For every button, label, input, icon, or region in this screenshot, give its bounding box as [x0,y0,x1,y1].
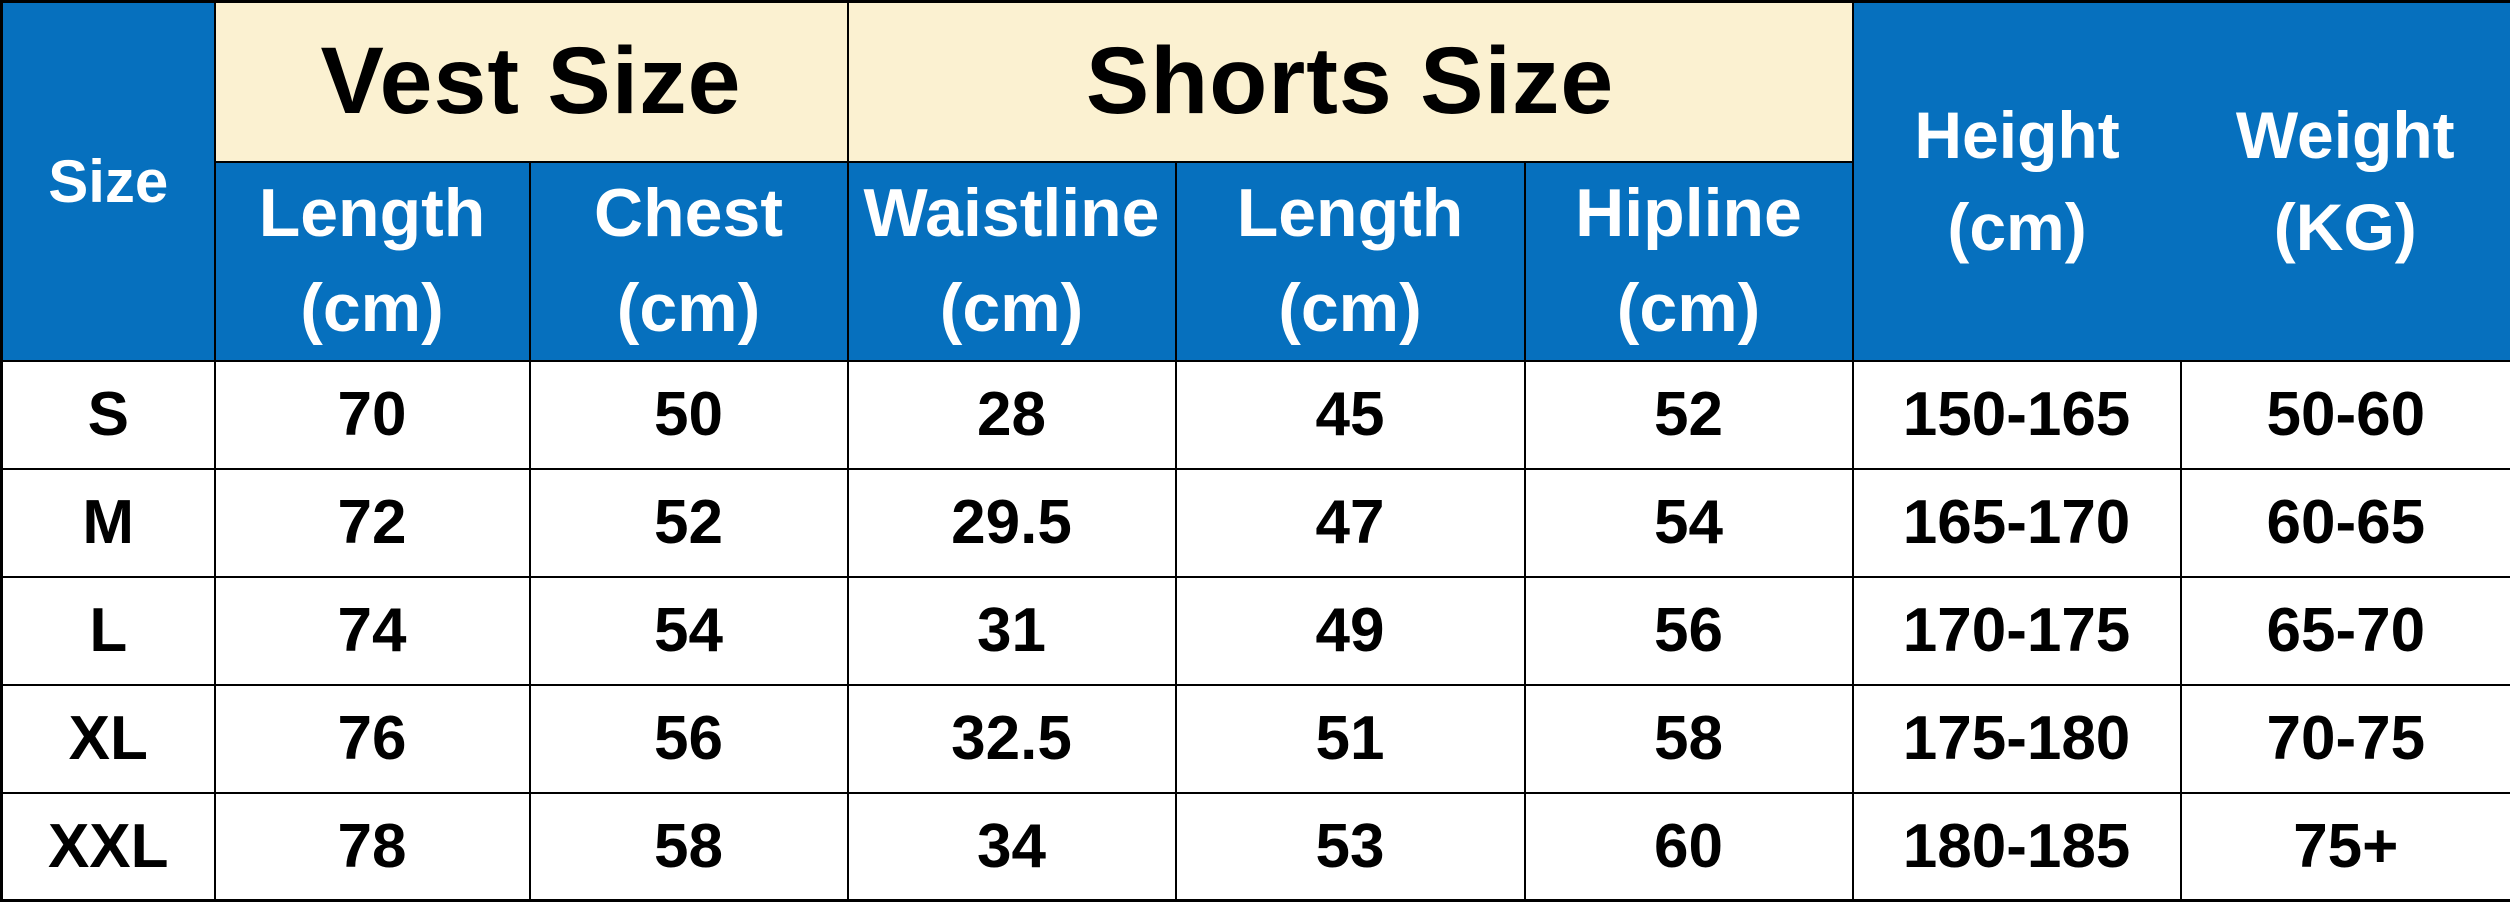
col-header-weight-unit: (KG) [2181,181,2510,273]
cell-hipline: 58 [1525,685,1853,793]
col-header-chest-label: Chest [531,166,847,261]
cell-height: 175-180 [1853,685,2181,793]
cell-shorts-length: 45 [1176,361,1525,469]
col-header-height: Height (cm) [1853,2,2181,361]
col-header-weight-label: Weight [2181,89,2510,181]
cell-chest: 52 [530,469,848,577]
row-size-label: S [2,361,215,469]
table-row-m: M 72 52 29.5 47 54 165-170 60-65 [2,469,2510,577]
table-row-xl: XL 76 56 32.5 51 58 175-180 70-75 [2,685,2510,793]
cell-vest-length: 74 [215,577,530,685]
cell-chest: 50 [530,361,848,469]
cell-height: 165-170 [1853,469,2181,577]
col-header-shorts-length-unit: (cm) [1177,261,1524,356]
group-header-shorts-size: Shorts Size [848,2,1853,162]
cell-vest-length: 78 [215,793,530,901]
cell-weight: 70-75 [2181,685,2510,793]
col-header-vest-length-label: Length [216,166,529,261]
cell-weight: 50-60 [2181,361,2510,469]
table-row-l: L 74 54 31 49 56 170-175 65-70 [2,577,2510,685]
col-header-chest: Chest (cm) [530,162,848,361]
cell-vest-length: 76 [215,685,530,793]
cell-chest: 56 [530,685,848,793]
row-size-label: XL [2,685,215,793]
cell-shorts-length: 49 [1176,577,1525,685]
col-header-chest-unit: (cm) [531,261,847,356]
cell-hipline: 56 [1525,577,1853,685]
cell-hipline: 60 [1525,793,1853,901]
cell-hipline: 52 [1525,361,1853,469]
group-header-row: Size Vest Size Shorts Size Height (cm) W… [2,2,2510,162]
col-header-shorts-length-label: Length [1177,166,1524,261]
cell-vest-length: 72 [215,469,530,577]
col-header-shorts-length: Length (cm) [1176,162,1525,361]
row-size-label: XXL [2,793,215,901]
cell-shorts-length: 51 [1176,685,1525,793]
col-header-hipline: Hipline (cm) [1525,162,1853,361]
cell-waistline: 29.5 [848,469,1176,577]
table-row-s: S 70 50 28 45 52 150-165 50-60 [2,361,2510,469]
cell-chest: 58 [530,793,848,901]
cell-waistline: 28 [848,361,1176,469]
col-header-hipline-label: Hipline [1526,166,1852,261]
col-header-waistline-label: Waistline [849,166,1175,261]
col-header-waistline: Waistline (cm) [848,162,1176,361]
cell-vest-length: 70 [215,361,530,469]
cell-weight: 65-70 [2181,577,2510,685]
cell-height: 180-185 [1853,793,2181,901]
cell-chest: 54 [530,577,848,685]
cell-height: 170-175 [1853,577,2181,685]
table-row-xxl: XXL 78 58 34 53 60 180-185 75+ [2,793,2510,901]
cell-height: 150-165 [1853,361,2181,469]
cell-weight: 75+ [2181,793,2510,901]
cell-shorts-length: 53 [1176,793,1525,901]
cell-shorts-length: 47 [1176,469,1525,577]
cell-weight: 60-65 [2181,469,2510,577]
col-header-weight: Weight (KG) [2181,2,2510,361]
col-header-waistline-unit: (cm) [849,261,1175,356]
row-size-label: M [2,469,215,577]
col-header-height-label: Height [1854,89,2181,181]
col-header-height-unit: (cm) [1854,181,2181,273]
row-size-label: L [2,577,215,685]
col-header-hipline-unit: (cm) [1526,261,1852,356]
col-header-vest-length-unit: (cm) [216,261,529,356]
group-header-vest-size: Vest Size [215,2,848,162]
col-header-vest-length: Length (cm) [215,162,530,361]
cell-waistline: 34 [848,793,1176,901]
cell-waistline: 31 [848,577,1176,685]
cell-waistline: 32.5 [848,685,1176,793]
corner-header-size: Size [2,2,215,361]
cell-hipline: 54 [1525,469,1853,577]
